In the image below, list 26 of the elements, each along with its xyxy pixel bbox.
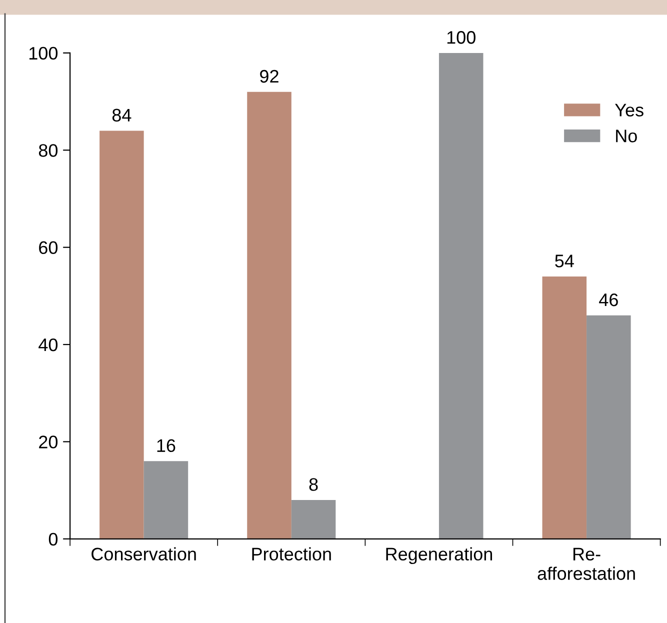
bar	[100, 130, 144, 539]
data-label: 92	[260, 70, 278, 83]
x-tick-label: Protection	[252, 547, 331, 560]
x-tick-label: Regeneration	[386, 547, 492, 564]
data-label: 54	[555, 254, 574, 268]
legend-label: Yes	[615, 104, 644, 116]
x-tick-label: Conservation	[92, 547, 196, 560]
legend-label: No	[616, 130, 637, 142]
data-label: 46	[599, 293, 618, 306]
y-tick-label: 20	[39, 436, 58, 448]
bar	[542, 276, 587, 539]
data-label: 8	[309, 478, 318, 491]
bar	[291, 500, 336, 539]
y-tick-label: 80	[38, 144, 58, 157]
data-label: 100	[447, 31, 476, 44]
bar	[144, 461, 188, 539]
y-tick-label: 100	[29, 46, 58, 60]
y-tick-label: 0	[48, 532, 58, 546]
bar	[247, 92, 292, 539]
bar	[438, 52, 484, 539]
data-label: 16	[157, 439, 176, 452]
x-tick-label: Re- afforestation	[538, 548, 635, 580]
bar	[586, 315, 631, 539]
y-tick-label: 60	[39, 241, 58, 254]
y-tick-label: 40	[38, 338, 58, 352]
data-label: 84	[112, 108, 132, 122]
